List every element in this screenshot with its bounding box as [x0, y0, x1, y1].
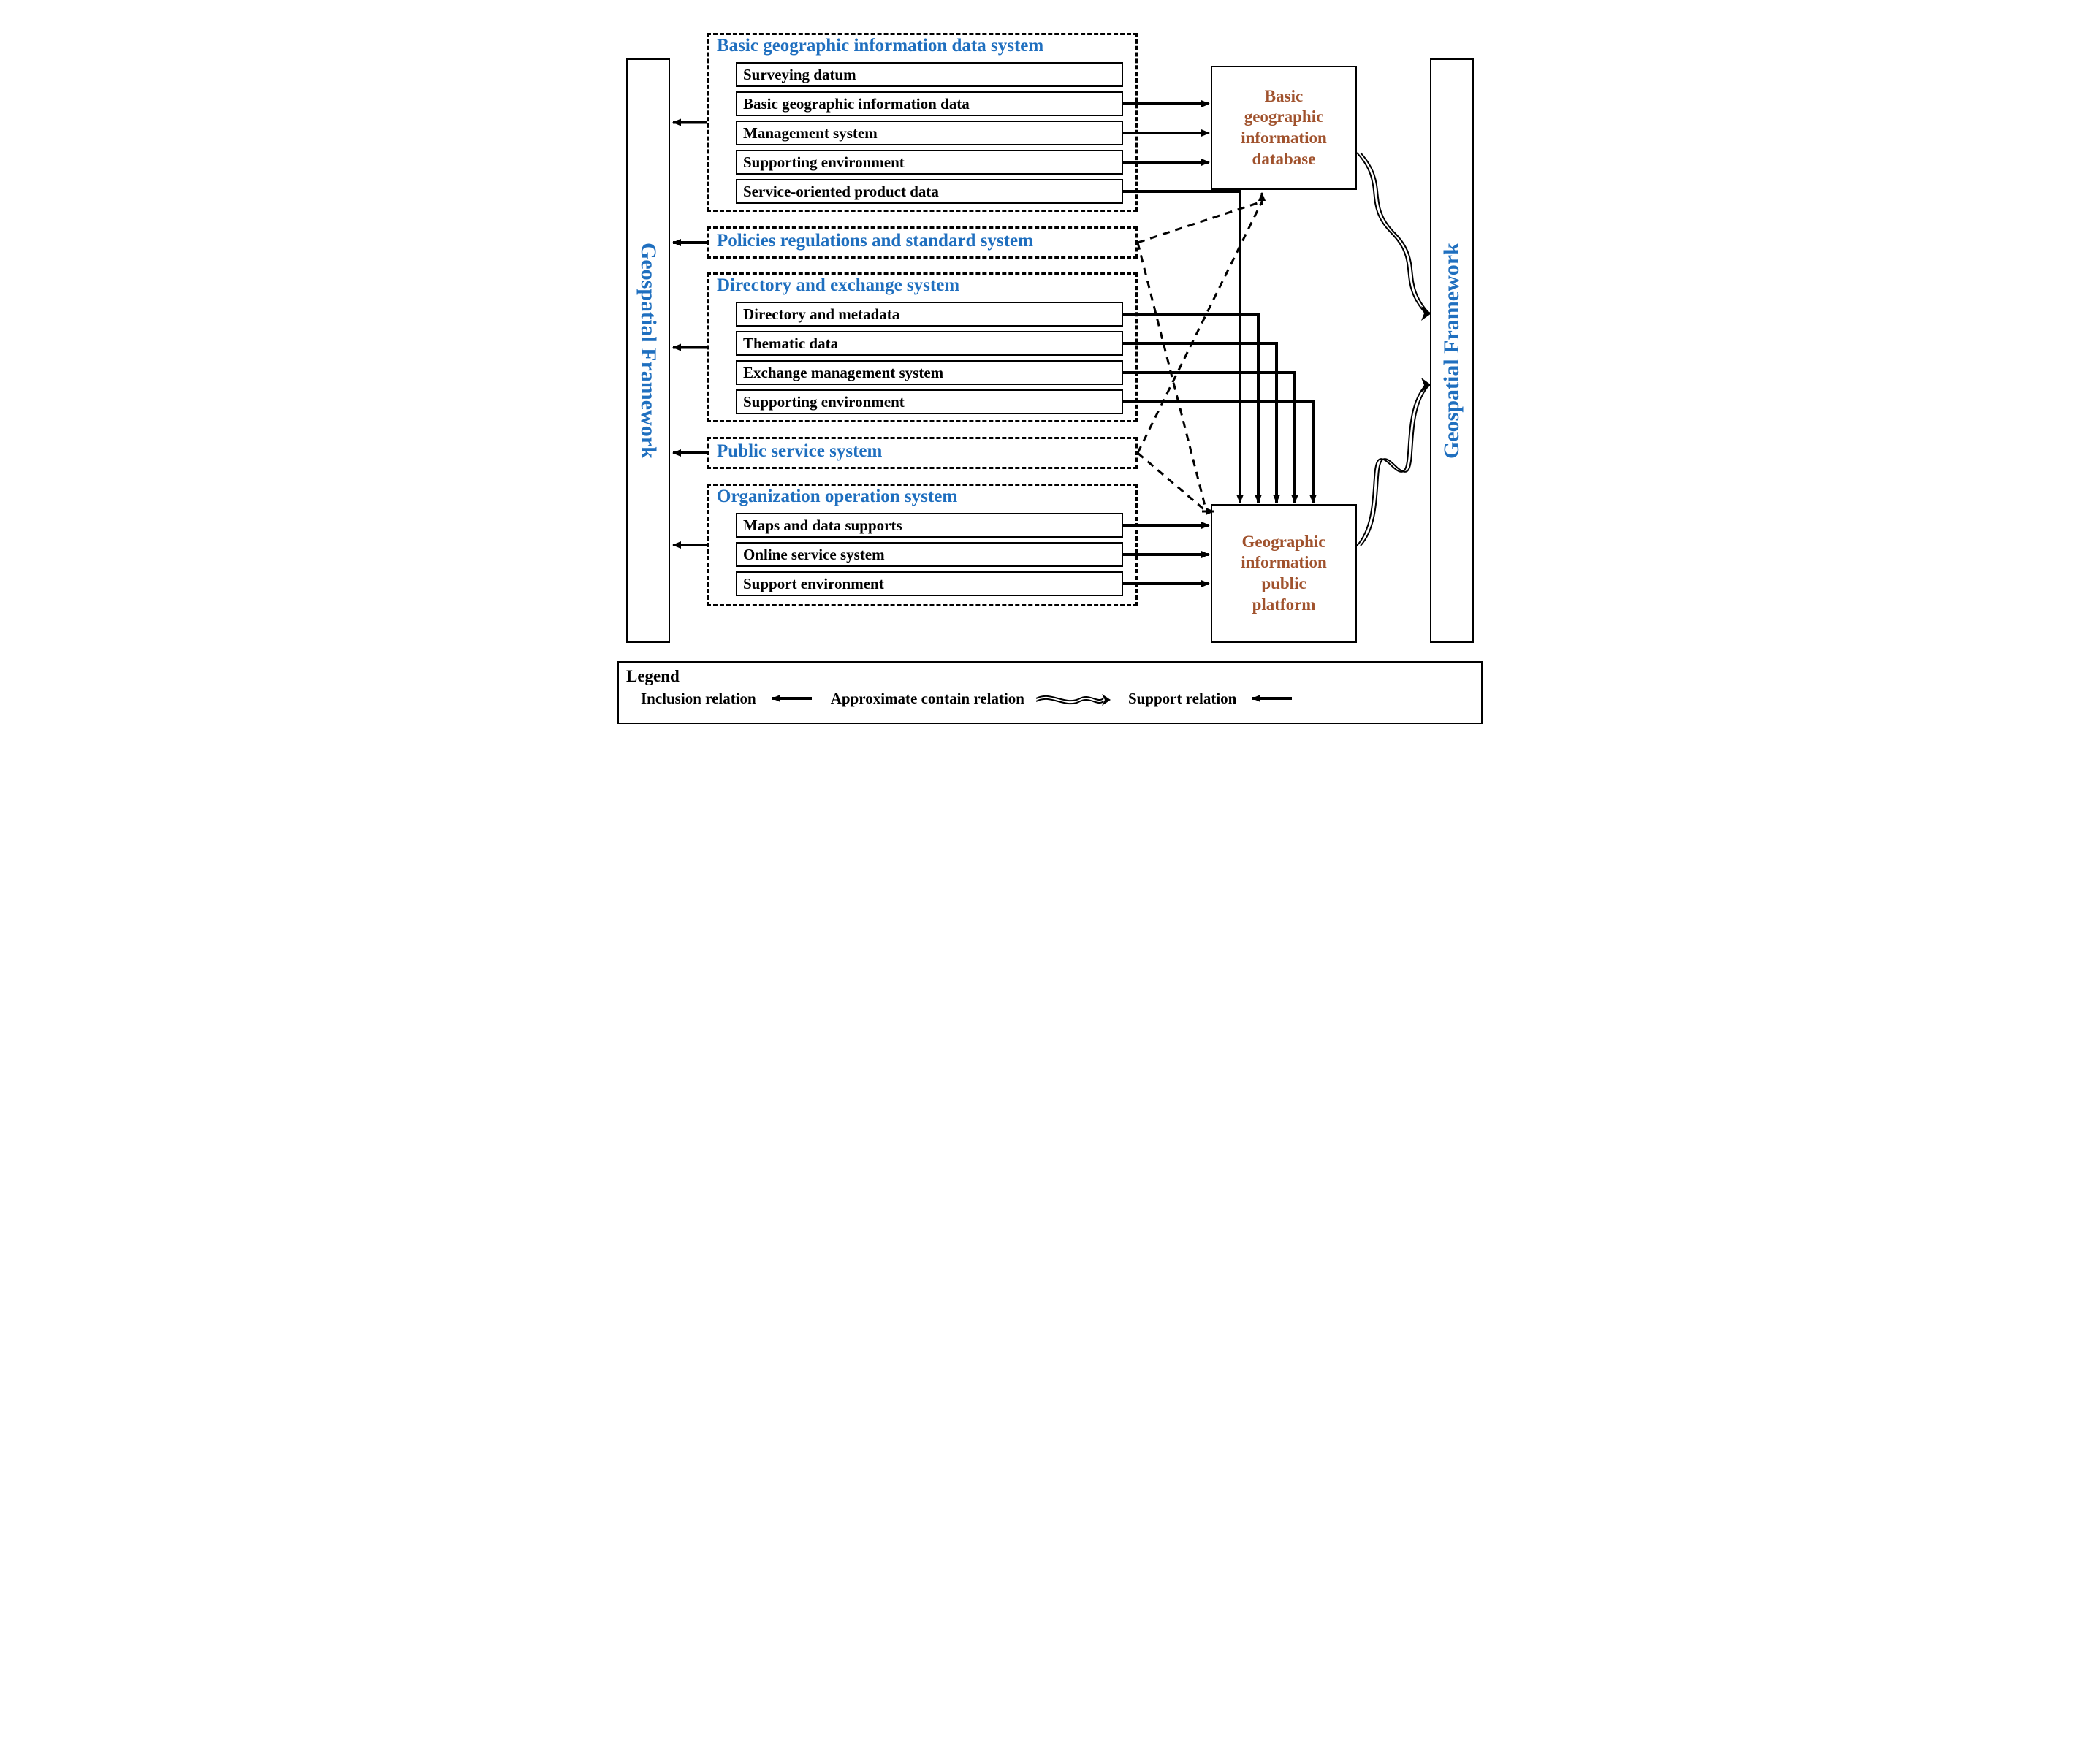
- legend-title: Legend: [626, 667, 1474, 686]
- item-directory-1: Thematic data: [736, 331, 1123, 356]
- item-org-operation-0: Maps and data supports: [736, 513, 1123, 538]
- section-title-basic-geo: Basic geographic information data system: [714, 36, 1046, 56]
- section-title-directory: Directory and exchange system: [714, 275, 962, 296]
- arrow-solid-icon: [762, 691, 813, 706]
- pp-line-2: public: [1261, 574, 1306, 592]
- left-framework-label: Geospatial Framework: [626, 58, 670, 643]
- right-pp-label: Geographic information public platform: [1211, 504, 1357, 643]
- db-line-3: database: [1252, 150, 1316, 168]
- pp-line-0: Geographic: [1242, 533, 1326, 551]
- legend-inclusion: Inclusion relation: [641, 690, 813, 708]
- item-basic-geo-4: Service-oriented product data: [736, 179, 1123, 204]
- item-directory-2: Exchange management system: [736, 360, 1123, 385]
- diagram-container: Geospatial Framework Geospatial Framewor…: [612, 15, 1488, 745]
- item-org-operation-1: Online service system: [736, 542, 1123, 567]
- db-line-2: information: [1241, 129, 1327, 147]
- db-line-1: geographic: [1244, 107, 1324, 126]
- legend-support: Support relation: [1128, 690, 1293, 708]
- item-basic-geo-1: Basic geographic information data: [736, 91, 1123, 116]
- item-basic-geo-3: Supporting environment: [736, 150, 1123, 175]
- db-line-0: Basic: [1265, 87, 1303, 105]
- arrow-wavy-icon: [1030, 689, 1111, 708]
- legend-support-label: Support relation: [1128, 690, 1236, 708]
- legend-inclusion-label: Inclusion relation: [641, 690, 756, 708]
- right-db-label: Basic geographic information database: [1211, 66, 1357, 190]
- pp-line-1: information: [1241, 553, 1327, 571]
- arrow-solid-icon: [1242, 691, 1293, 706]
- right-framework-label: Geospatial Framework: [1430, 58, 1474, 643]
- item-basic-geo-2: Management system: [736, 121, 1123, 145]
- section-title-org-operation: Organization operation system: [714, 487, 960, 507]
- section-title-policies: Policies regulations and standard system: [714, 231, 1036, 251]
- section-title-public-service: Public service system: [714, 441, 885, 462]
- pp-line-3: platform: [1252, 595, 1316, 614]
- item-directory-3: Supporting environment: [736, 389, 1123, 414]
- item-org-operation-2: Support environment: [736, 571, 1123, 596]
- legend-box: Legend Inclusion relation Approximate co…: [617, 661, 1483, 724]
- item-basic-geo-0: Surveying datum: [736, 62, 1123, 87]
- legend-approx: Approximate contain relation: [831, 689, 1111, 708]
- legend-approx-label: Approximate contain relation: [831, 690, 1024, 708]
- legend-row: Inclusion relation Approximate contain r…: [626, 689, 1474, 708]
- item-directory-0: Directory and metadata: [736, 302, 1123, 327]
